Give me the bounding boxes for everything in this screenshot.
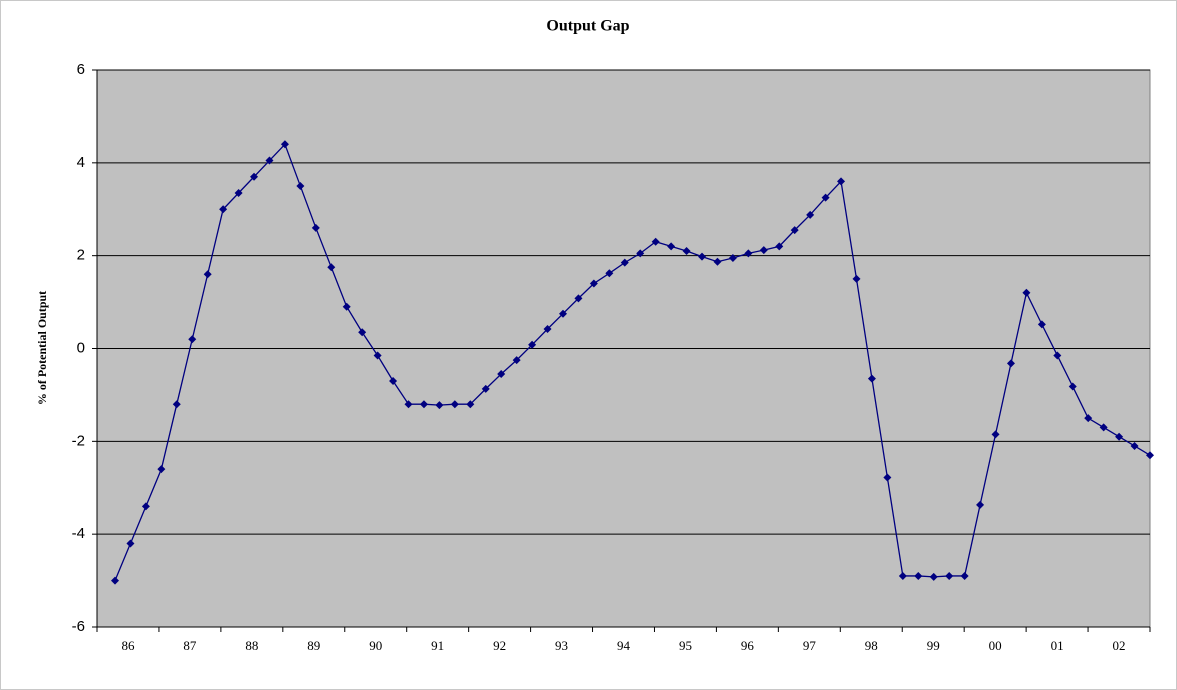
data-point [466,400,475,409]
data-point [976,500,985,509]
data-point [327,263,336,272]
data-point [1115,432,1124,441]
y-tick-label: 0 [77,339,85,356]
data-point [883,473,892,482]
data-point [1053,351,1062,360]
data-point [837,177,846,186]
x-tick-label: 86 [121,638,135,653]
y-tick-label: -4 [72,525,85,542]
data-point [234,189,243,198]
x-tick-label: 95 [679,638,692,653]
data-point [991,430,1000,439]
data-point [389,376,398,385]
data-point [404,400,413,409]
data-point [682,247,691,256]
data-line [114,143,1151,581]
x-tick-label: 94 [617,638,631,653]
data-point [759,246,768,255]
data-point [543,325,552,334]
data-point [141,502,150,511]
data-point [172,400,181,409]
data-point [481,384,490,393]
x-tick-label: 92 [493,638,506,653]
data-point [373,351,382,360]
data-point [1037,320,1046,329]
x-tick-label: 01 [1051,638,1064,653]
data-point [296,182,305,191]
data-point [728,253,737,262]
y-tick-label: 6 [77,61,85,78]
x-tick-label: 90 [369,638,382,653]
x-tick-label: 88 [245,638,258,653]
data-point [775,242,784,251]
data-point [342,302,351,311]
x-tick-label: 98 [865,638,878,653]
data-point [605,269,614,278]
x-tick-label: 00 [989,638,1002,653]
data-point [311,223,320,232]
data-point [188,335,197,344]
data-point [280,140,289,149]
chart-title: Output Gap [546,18,629,35]
data-point [914,571,923,580]
data-point [358,328,367,337]
data-point [667,242,676,251]
data-point [126,539,135,548]
data-point [1022,288,1031,297]
data-point [1099,423,1108,432]
data-point [744,249,753,258]
y-axis-label: % of Potential Output [35,291,49,405]
data-point [558,309,567,318]
data-point [821,193,830,202]
y-tick-label: -2 [72,432,85,449]
data-point [636,249,645,258]
data-point [1146,451,1154,460]
data-point [250,172,259,181]
data-point [713,257,722,266]
data-point [497,370,506,379]
data-point [111,576,119,585]
data-point [219,205,228,214]
data-point [528,340,537,349]
data-point [806,210,815,219]
x-tick-label: 99 [927,638,940,653]
data-point [203,270,212,279]
data-point [1068,382,1077,391]
data-point [651,237,660,246]
data-point [419,400,428,409]
x-tick-label: 93 [555,638,568,653]
x-tick-label: 91 [431,638,444,653]
x-tick-label: 89 [307,638,320,653]
data-point [960,571,969,580]
data-point [790,226,799,235]
y-tick-label: 2 [77,247,85,264]
y-tick-label: 4 [77,154,85,171]
data-point [589,279,598,288]
data-point [450,400,459,409]
data-point [929,572,938,581]
x-tick-label: 87 [183,638,197,653]
data-point [620,258,629,267]
x-tick-label: 96 [741,638,755,653]
data-point [867,374,876,383]
data-point [265,156,274,165]
data-point [698,252,707,261]
y-tick-label: -6 [72,618,85,635]
data-point [574,294,583,303]
data-point [435,401,444,410]
data-point [1130,441,1139,450]
data-point [157,465,166,474]
data-point [512,356,521,365]
data-point [1084,414,1093,423]
data-point [852,274,861,283]
data-point [898,571,907,580]
data-point [1006,359,1015,368]
x-tick-label: 02 [1113,638,1126,653]
data-point [945,571,954,580]
x-tick-label: 97 [803,638,817,653]
